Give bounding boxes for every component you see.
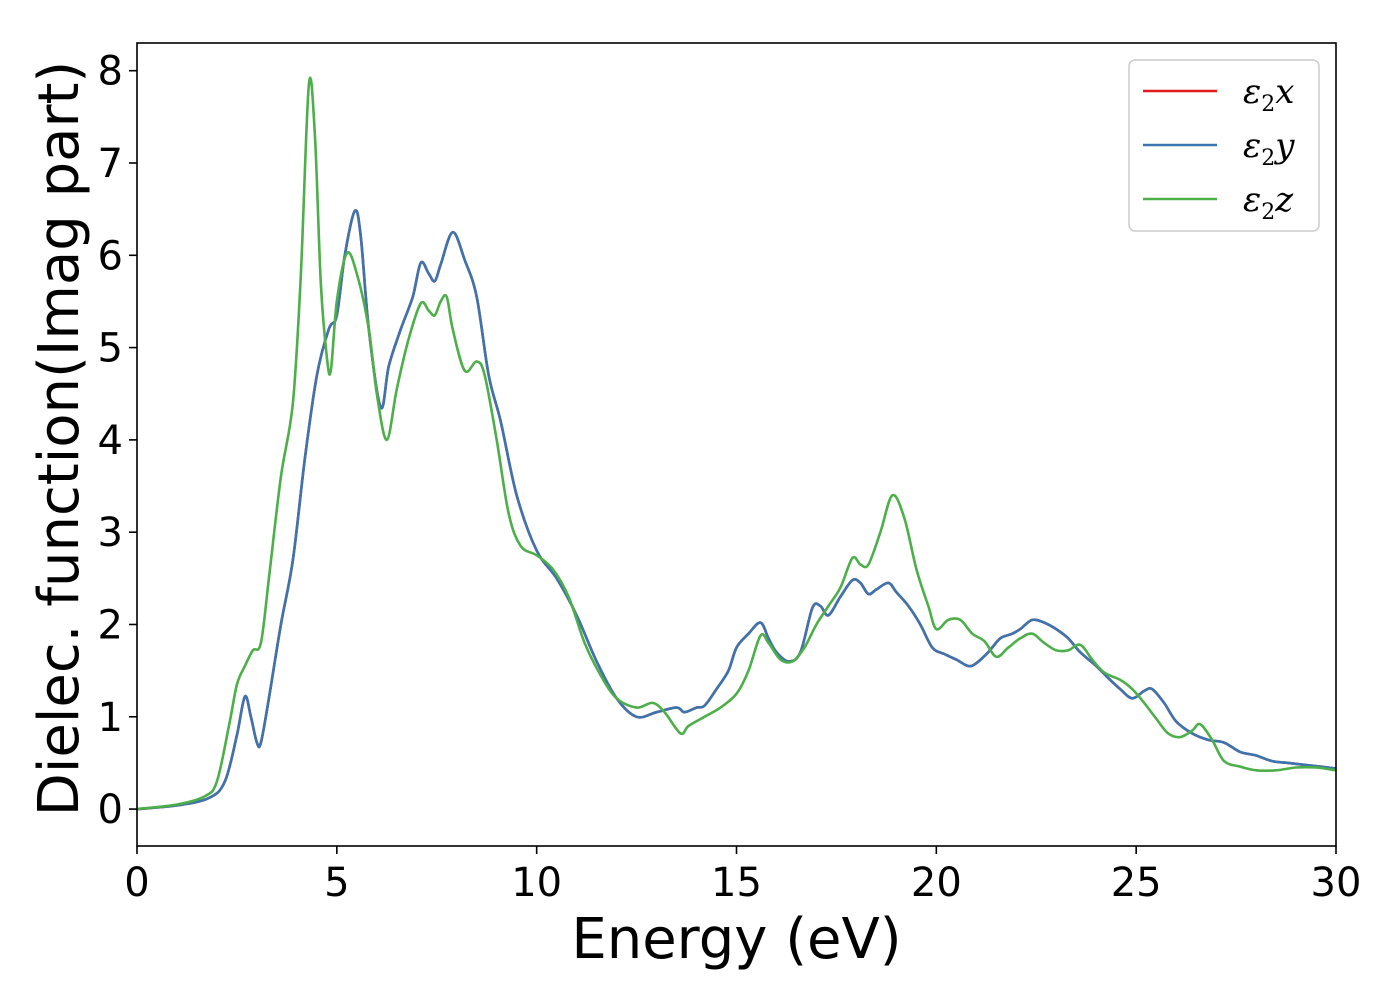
legend-label-z: ε2z [1243, 180, 1294, 225]
x-tick-label: 15 [711, 860, 762, 906]
x-tick-label: 0 [124, 860, 149, 906]
y-tick-label: 6 [98, 233, 123, 279]
y-tick-label: 0 [98, 787, 123, 833]
y-tick-label: 5 [98, 326, 123, 372]
x-axis-title: Energy (eV) [571, 907, 901, 972]
series-line-z [136, 76, 1337, 811]
x-tick-label: 25 [1111, 860, 1162, 906]
y-tick-label: 4 [98, 418, 123, 464]
y-tick-label: 3 [98, 510, 123, 556]
y-tick-label: 8 [98, 49, 123, 95]
y-axis-title: Dielec. function(Imag part) [27, 61, 92, 817]
legend: ε2x ε2y ε2z [1128, 59, 1320, 232]
legend-box [1128, 59, 1320, 232]
x-tick-label: 5 [324, 860, 349, 906]
legend-label-x: ε2x [1243, 72, 1294, 117]
x-axis-ticks: 0 5 10 15 20 25 30 [124, 846, 1361, 906]
x-tick-label: 30 [1311, 860, 1362, 906]
y-tick-label: 7 [98, 141, 123, 187]
series-layer [136, 76, 1337, 811]
x-tick-label: 20 [911, 860, 962, 906]
y-axis-ticks: 0 1 2 3 4 5 6 7 8 [98, 49, 137, 833]
y-tick-label: 1 [98, 695, 123, 741]
x-tick-label: 10 [511, 860, 562, 906]
legend-label-y: ε2y [1243, 126, 1295, 171]
y-tick-label: 2 [98, 602, 123, 648]
